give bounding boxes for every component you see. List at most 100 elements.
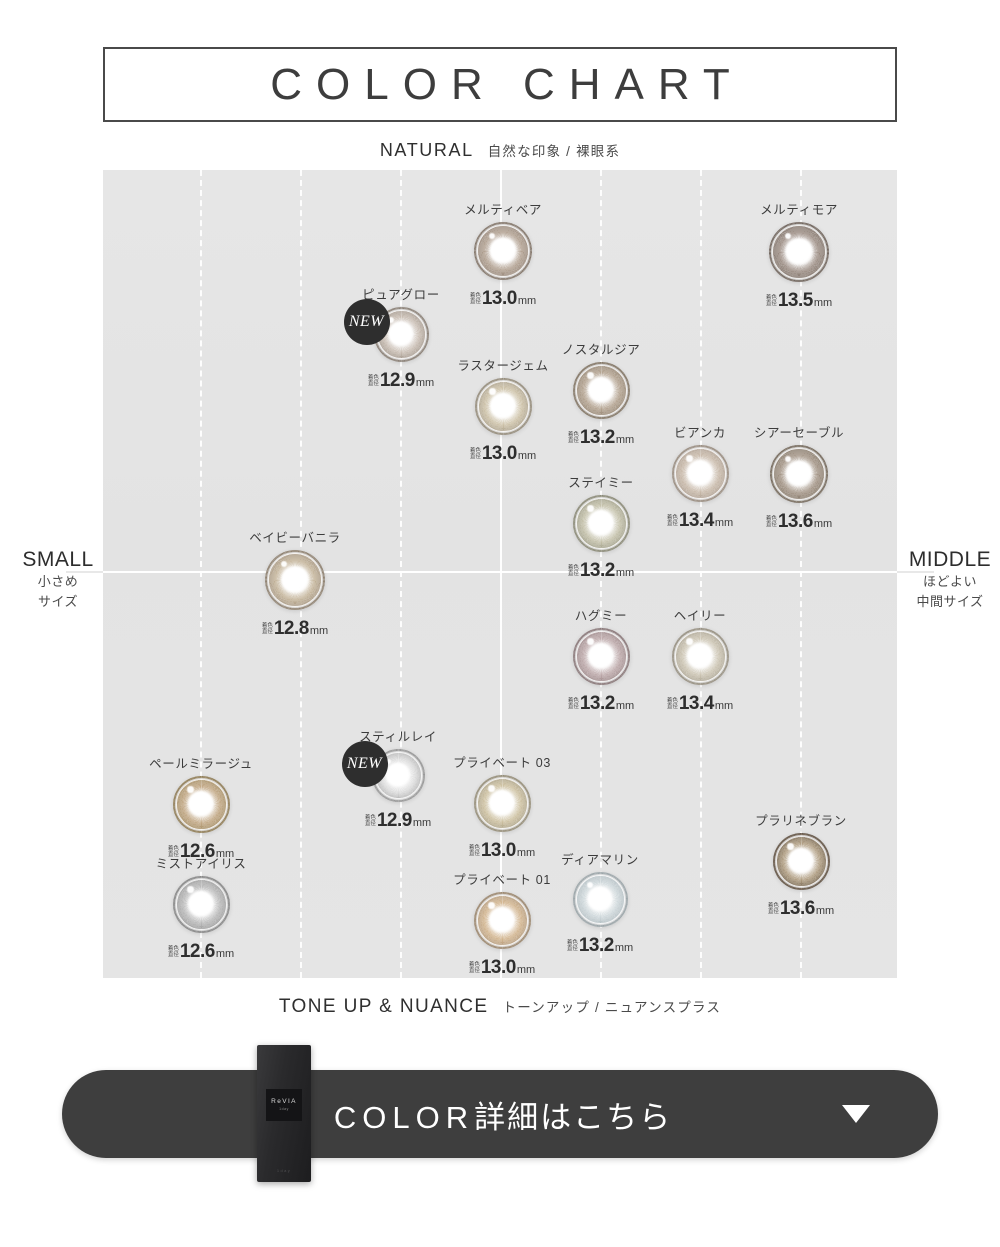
page-title: COLOR CHART: [270, 59, 744, 109]
lens-rim: [173, 876, 230, 933]
lens-diameter-unit: mm: [215, 847, 235, 860]
axis-label-toneup-jp: トーンアップ / ニュアンスプラス: [502, 1000, 722, 1015]
lens-image: [772, 832, 830, 890]
lens-diameter: 着色 直径 13.2 mm: [526, 428, 676, 447]
lens-item[interactable]: スティルレイ NEW 着色 直径 12.9 mm: [323, 731, 473, 830]
lens-image-wrap: [769, 221, 829, 282]
lens-item[interactable]: プラリネブラン 着色 直径 13.6 mm: [726, 815, 876, 918]
lens-item[interactable]: ラスタージェム 着色 直径 13.0 mm: [428, 360, 578, 463]
lens-highlight: [587, 372, 594, 379]
lens-diameter-unit: mm: [815, 904, 835, 917]
lens-diameter-value: 13.0: [481, 442, 517, 464]
colored-diameter-label-line2: 直径: [468, 850, 480, 857]
lens-image: [572, 361, 630, 419]
lens-image-wrap: [572, 871, 628, 927]
lens-item[interactable]: ノスタルジア 着色 直径 13.2 mm: [526, 344, 676, 447]
lens-diameter: 着色 直径 12.9 mm: [323, 811, 473, 830]
lens-diameter-value: 12.9: [376, 809, 412, 831]
lens-image: [474, 221, 532, 280]
colored-diameter-label-line2: 直径: [261, 628, 273, 635]
lens-diameter: 着色 直径 13.4 mm: [625, 511, 775, 530]
lens-image-wrap: NEW: [341, 740, 425, 802]
lens-rim: [769, 222, 829, 282]
lens-name: プライベート 01: [453, 873, 551, 887]
colored-diameter-label-line1: 着色: [469, 292, 481, 299]
color-detail-button[interactable]: COLOR詳細はこちら: [62, 1070, 938, 1158]
color-chart-panel: メルティベア 着色 直径 13.0 mm メルティモア 着色 直径 13.5 mm ピュアグロー NE…: [103, 170, 897, 978]
lens-item[interactable]: ビアンカ着色 直径 13.4 mm: [625, 427, 775, 530]
lens-image: [172, 875, 230, 933]
colored-diameter-label-line1: 着色: [765, 515, 777, 522]
lens-item[interactable]: シアーセーブル 着色 直径 13.6 mm: [724, 427, 874, 531]
colored-diameter-label: 着色 直径: [667, 698, 678, 711]
lens-highlight: [489, 232, 496, 239]
product-foot-mark: 1day: [276, 1168, 292, 1173]
lens-diameter-value: 13.2: [579, 426, 615, 448]
new-badge: NEW: [341, 740, 388, 787]
colored-diameter-label-line2: 直径: [765, 300, 777, 307]
colored-diameter-label-line1: 着色: [566, 939, 578, 946]
lens-image: [265, 549, 325, 610]
axis-label-toneup-en: TONE UP & NUANCE: [278, 996, 489, 1017]
lens-name: ベイビーバニラ: [249, 531, 341, 545]
lens-diameter-value: 13.0: [481, 287, 517, 309]
lens-image-wrap: [473, 774, 531, 832]
lens-diameter-value: 13.6: [777, 510, 813, 532]
lens-highlight: [488, 902, 495, 909]
lens-name: ビアンカ: [674, 426, 726, 440]
lens-pupil: [785, 237, 813, 266]
lens-item[interactable]: プライベート 01 着色 直径 13.0 mm: [427, 874, 577, 977]
lens-item[interactable]: ステイミー 着色 直径 13.2 mm: [526, 477, 676, 580]
colored-diameter-label: 着色 直径: [765, 295, 777, 308]
colored-diameter-label-line2: 直径: [167, 951, 179, 958]
lens-diameter: 着色 直径 13.2 mm: [525, 936, 675, 955]
lens-image: [572, 627, 630, 685]
lens-rim: [474, 892, 531, 949]
colored-diameter-label-line1: 着色: [767, 902, 779, 909]
lens-pupil: [787, 847, 815, 875]
lens-item[interactable]: ピュアグロー NEW 着色 直径 12.9 mm: [326, 289, 476, 390]
lens-pupil: [587, 642, 615, 670]
colored-diameter-label: 着色 直径: [167, 845, 179, 859]
colored-diameter-label-line1: 着色: [167, 845, 179, 852]
lens-name: メルティベア: [464, 203, 542, 217]
lens-image: [473, 774, 531, 832]
lens-diameter: 着色 直径 13.0 mm: [428, 444, 578, 463]
page-title-box: COLOR CHART: [103, 47, 897, 122]
lens-item[interactable]: ミストアイリス 着色 直径 12.6 mm: [126, 858, 276, 961]
lens-item[interactable]: ハグミー 着色 直径 13.2 mm: [526, 610, 676, 713]
lens-item[interactable]: ベイビーバニラ 着色 直径 12.8 mm: [220, 532, 370, 638]
lens-diameter-value: 13.5: [777, 289, 813, 311]
axis-label-natural-en: NATURAL: [379, 140, 474, 160]
colored-diameter-label-line2: 直径: [566, 945, 578, 952]
lens-pupil: [281, 565, 309, 594]
lens-image-wrap: [265, 549, 325, 610]
lens-rim: [672, 445, 729, 502]
axis-label-natural-jp: 自然な印象 / 裸眼系: [487, 144, 621, 159]
lens-item[interactable]: メルティベア着色 直径 13.0 mm: [428, 204, 578, 308]
lens-image: [473, 891, 531, 949]
lens-diameter-value: 13.0: [480, 839, 516, 861]
lens-diameter: 着色 直径 13.0 mm: [428, 289, 578, 308]
lens-image: [572, 871, 628, 927]
lens-item[interactable]: ペールミラージュ 着色 直径 12.6 mm: [126, 758, 276, 861]
lens-item[interactable]: プライベート 03 着色 直径 13.0 mm: [427, 757, 577, 860]
lens-diameter-unit: mm: [412, 816, 432, 829]
lens-diameter-unit: mm: [415, 376, 435, 389]
lens-diameter-value: 13.0: [480, 956, 516, 978]
colored-diameter-label: 着色 直径: [365, 815, 376, 828]
lens-highlight: [187, 886, 194, 893]
lens-item[interactable]: メルティモア 着色 直径 13.5 mm: [724, 204, 874, 310]
lens-pupil: [587, 509, 615, 537]
lens-diameter-unit: mm: [615, 433, 635, 446]
gridline-horizontal-center: [103, 571, 897, 573]
colored-diameter-label: 着色 直径: [767, 902, 779, 916]
lens-item[interactable]: ディアマリン 着色 直径 13.2 mm: [525, 854, 675, 955]
colored-diameter-label: 着色 直径: [469, 292, 481, 306]
cta-label-jp: 詳細はこちら: [474, 1099, 673, 1135]
lens-pupil: [587, 886, 613, 912]
lens-image: [172, 775, 230, 833]
lens-item[interactable]: ヘイリー 着色 直径 13.4 mm: [625, 610, 775, 713]
lens-pupil: [686, 642, 714, 670]
lens-pupil: [388, 321, 414, 347]
